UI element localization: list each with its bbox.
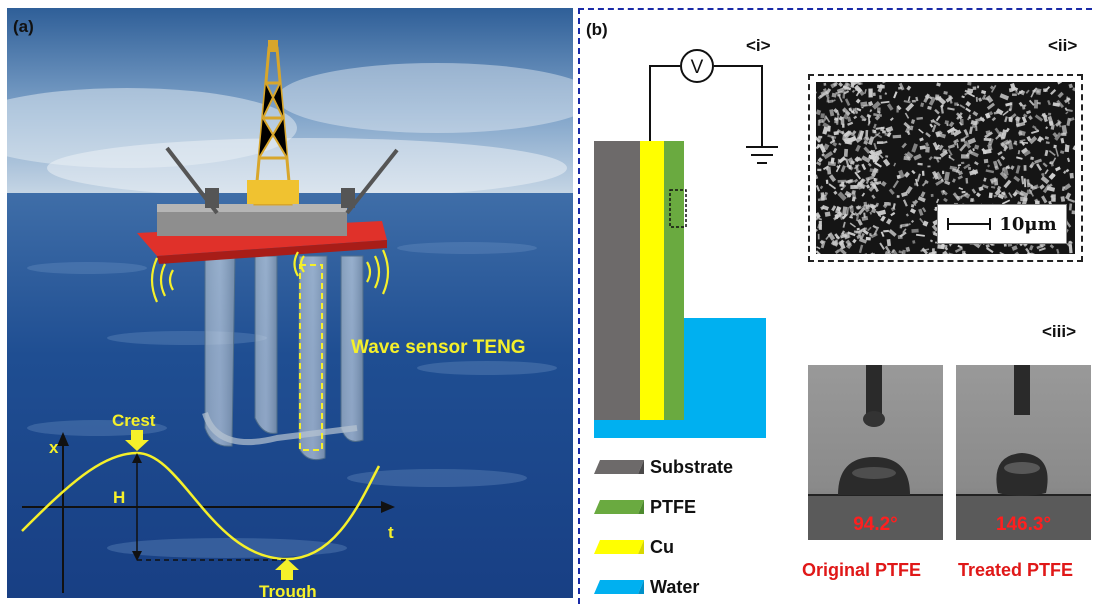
- height-label: H: [113, 488, 125, 507]
- water-swatch: [594, 576, 644, 598]
- cu-swatch: [594, 536, 644, 558]
- subpanel-i-label: <i>: [746, 36, 771, 55]
- legend-label: Substrate: [650, 456, 734, 477]
- ground-icon: [746, 146, 778, 164]
- ptfe-layer: [664, 141, 684, 420]
- legend-label: Water: [650, 576, 700, 597]
- voltmeter-icon: [680, 49, 714, 83]
- legend-item-ptfe: PTFE: [594, 496, 696, 518]
- water-layer: [684, 318, 766, 438]
- sem-image-frame: 10μm: [808, 74, 1083, 262]
- trough-label: Trough: [259, 582, 317, 598]
- droplet-original: 94.2°: [808, 365, 943, 540]
- cu-layer: [640, 141, 664, 420]
- signal-waves-icon: [150, 249, 390, 303]
- droplet-treated: 146.3°: [956, 365, 1091, 540]
- substrate-swatch: [594, 456, 644, 478]
- wave-curve: [21, 451, 381, 561]
- x-axis-label: x: [49, 438, 59, 457]
- contact-angle-treated: 146.3°: [995, 514, 1052, 535]
- panel-a-label: (a): [13, 17, 34, 36]
- legend-item-cu: Cu: [594, 536, 674, 558]
- panel-b: (b) <i> <ii> <iii> V Substrate: [578, 8, 1092, 604]
- panel-a: (a) Wave sensor TENG Crest Trough x t H: [7, 8, 573, 598]
- subpanel-ii-label: <ii>: [1048, 36, 1078, 55]
- legend-item-substrate: Substrate: [594, 456, 733, 478]
- panel-b-label: (b): [586, 20, 608, 39]
- legend-item-water: Water: [594, 576, 699, 598]
- t-axis-label: t: [388, 523, 394, 542]
- legend-label: PTFE: [650, 496, 697, 517]
- caption-treated-ptfe: Treated PTFE: [958, 560, 1074, 580]
- teng-structure-diagram: V: [594, 49, 778, 438]
- crest-arrow-icon: [125, 430, 149, 451]
- voltmeter-symbol: V: [691, 57, 704, 78]
- legend-label: Cu: [650, 536, 674, 557]
- trough-arrow-icon: [275, 559, 299, 580]
- sem-micrograph: 10μm: [816, 82, 1075, 254]
- scale-bar: 10μm: [937, 204, 1067, 244]
- teng-label: Wave sensor TENG: [351, 337, 526, 358]
- teng-sensor-box: [299, 264, 323, 451]
- contact-angle-original: 94.2°: [853, 514, 898, 535]
- zoom-region-box: [669, 189, 687, 228]
- subpanel-iii-label: <iii>: [1042, 322, 1077, 341]
- offshore-scene: (a) Wave sensor TENG Crest Trough x t H: [7, 8, 573, 598]
- ptfe-swatch: [594, 496, 644, 518]
- caption-original-ptfe: Original PTFE: [802, 560, 922, 580]
- substrate-layer: [594, 141, 640, 420]
- scale-bar-label: 10μm: [999, 213, 1057, 235]
- crest-label: Crest: [112, 411, 156, 430]
